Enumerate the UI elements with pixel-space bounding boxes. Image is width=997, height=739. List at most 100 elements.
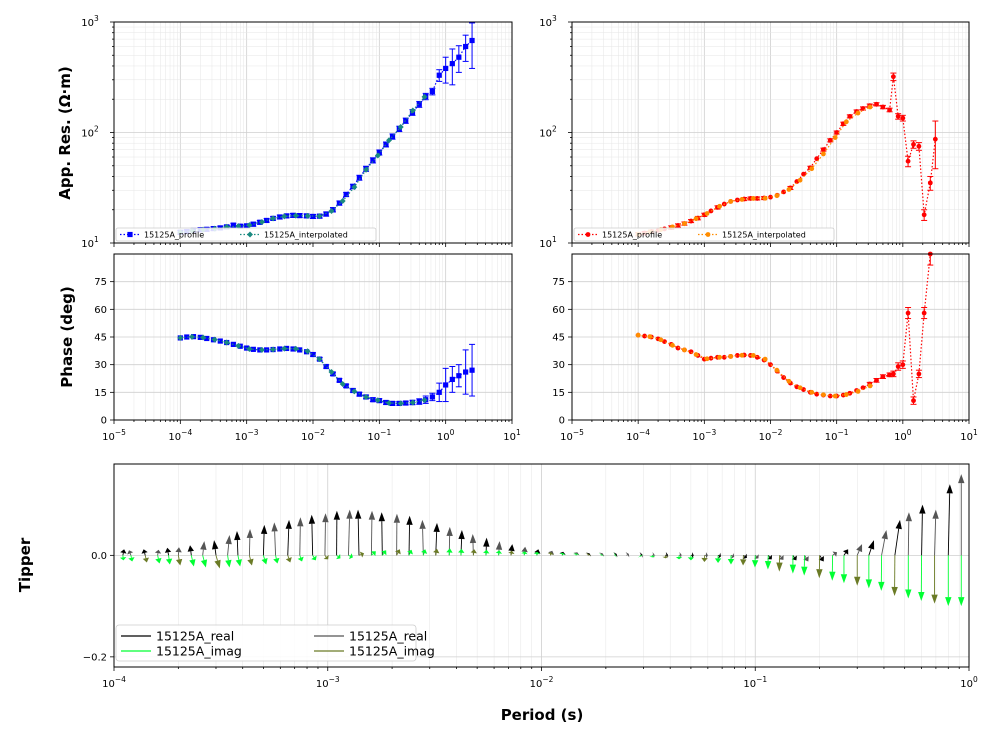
data-point: [820, 147, 826, 153]
data-point: [895, 364, 901, 369]
tipper-imag-arrow-shaft: [299, 555, 302, 558]
tipper-imag-arrow-head: [119, 556, 127, 561]
data-point: [328, 369, 335, 376]
tipper-imag-arrow-head: [585, 553, 592, 556]
x-tick-label: 10−1: [743, 675, 767, 690]
tipper-imag-arrow-shaft: [336, 554, 339, 557]
tipper-imag-arrow-head: [816, 569, 823, 579]
data-point: [177, 334, 184, 341]
tipper-imag-arrow-shaft: [371, 553, 374, 556]
tipper-real-arrow-head: [730, 553, 735, 559]
tipper-real-arrow-head: [225, 535, 232, 545]
data-point: [217, 338, 223, 344]
data-point: [386, 137, 393, 144]
tipper-real-arrow-head: [495, 541, 503, 550]
tipper-imag-arrow-head: [727, 559, 735, 565]
tipper-real-arrow-head: [127, 550, 134, 555]
tipper-imag-arrow-head: [533, 551, 541, 555]
tipper-imag-arrow-head: [714, 558, 722, 563]
tipper-imag-arrow-head: [175, 558, 183, 566]
data-point: [397, 400, 404, 407]
x-tick-label: 10−4: [168, 428, 192, 443]
y-tick-label: 101: [539, 235, 557, 250]
tipper-imag-arrow-head: [740, 559, 747, 566]
data-point: [281, 345, 288, 352]
tipper-real-arrow-shaft: [626, 554, 628, 556]
y-tick-label: 0: [101, 416, 107, 427]
tipper-real-arrow-shaft: [843, 552, 846, 556]
ylabel-phase: Phase (deg): [58, 286, 76, 387]
x-tick-label: 100: [437, 428, 455, 443]
data-point: [880, 104, 886, 110]
legend-box: [115, 624, 417, 662]
data-point: [658, 337, 664, 343]
data-point: [693, 352, 699, 357]
tipper-imag-arrow-head: [662, 556, 669, 559]
data-point: [270, 215, 277, 222]
series-line: [638, 106, 871, 235]
data-point: [874, 377, 879, 383]
tipper-imag-arrow-head: [495, 550, 503, 554]
data-point: [323, 363, 329, 370]
data-point: [409, 399, 416, 406]
tipper-real-arrow-head: [754, 554, 759, 559]
data-point: [421, 397, 428, 404]
tipper-real-arrow-head: [433, 522, 440, 532]
data-point: [323, 211, 329, 217]
tipper-real-arrow-head: [419, 519, 426, 529]
data-point: [386, 400, 393, 407]
x-tick-label: 10−2: [759, 428, 783, 443]
tipper-real-arrow-shaft: [894, 528, 900, 556]
tipper-real-arrow-shaft: [214, 548, 217, 556]
x-tick-label: 101: [960, 428, 978, 443]
data-point: [874, 101, 879, 107]
data-point: [820, 392, 826, 398]
data-point: [363, 393, 370, 400]
data-point: [363, 166, 370, 173]
data-point: [416, 101, 422, 107]
tipper-imag-arrow-shaft: [177, 555, 180, 560]
tipper-imag-arrow-head: [235, 559, 242, 567]
data-point: [721, 354, 727, 360]
y-tick-label: 75: [552, 277, 565, 288]
tipper-imag-arrow-head: [776, 562, 783, 572]
data-point: [832, 393, 838, 399]
data-point: [754, 196, 760, 201]
tipper-imag-arrow-head: [508, 550, 515, 555]
legend-label: 15125A_imag: [156, 644, 242, 659]
legend-marker: [127, 231, 133, 238]
tipper-real-arrow-shaft: [856, 550, 860, 556]
panel-phase-yx: 10−5 10−4 10−3 10−2 10−1 100 101 0 15 30 45 60 75: [552, 251, 978, 443]
data-point: [456, 54, 462, 60]
tipper-real-arrow-head: [285, 519, 292, 529]
tipper-real-arrow-shaft: [311, 523, 314, 556]
data-point: [834, 130, 840, 135]
legend-marker: [585, 232, 591, 237]
data-point: [270, 346, 277, 353]
x-tick-label: 10−3: [692, 428, 716, 443]
y-tick-label: 102: [81, 125, 99, 140]
data-point: [642, 333, 647, 339]
tipper-real-arrow-head: [692, 552, 694, 559]
tipper-imag-arrow-head: [931, 594, 938, 604]
data-point: [739, 197, 745, 202]
tipper-imag-arrow-head: [789, 564, 797, 574]
data-point: [750, 353, 756, 358]
x-tick-label: 10−2: [530, 675, 554, 690]
tipper-real-arrow-head: [234, 530, 241, 541]
tipper-real-arrow-head: [212, 540, 219, 550]
tipper-real-arrow-head: [534, 549, 541, 554]
tipper-imag-arrow-shaft: [190, 555, 193, 560]
data-point: [258, 346, 265, 353]
tipper-imag-arrow-head: [701, 557, 708, 562]
data-point: [184, 334, 190, 340]
tipper-real-arrow-head: [175, 547, 182, 553]
x-tick-label: 10−1: [825, 428, 849, 443]
tipper-imag-arrow-shaft: [381, 553, 385, 556]
tipper-imag-arrow-head: [521, 551, 528, 555]
data-point: [635, 332, 641, 338]
data-point: [339, 381, 346, 388]
tipper-real-arrow-head: [154, 549, 162, 554]
tipper-imag-arrow-head: [421, 549, 428, 554]
tipper-real-arrow-head: [355, 509, 362, 519]
